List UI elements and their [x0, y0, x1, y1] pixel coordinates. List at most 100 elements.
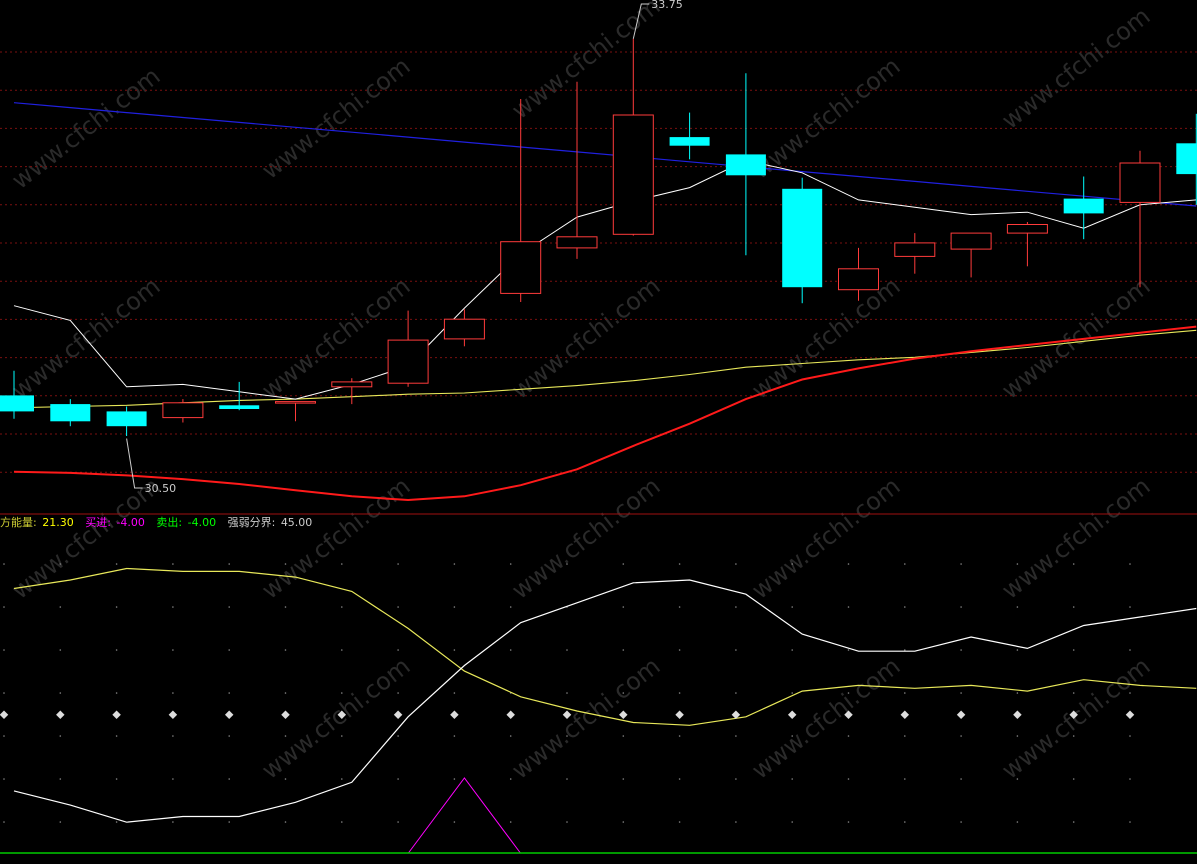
grid-dot — [397, 735, 399, 737]
watermark-text: www.cfchi.com — [746, 472, 905, 605]
watermark-text: www.cfchi.com — [256, 52, 415, 185]
grid-dot — [566, 692, 568, 694]
boundary-marker — [787, 710, 797, 719]
grid-dot — [115, 606, 118, 608]
grid-dot — [622, 692, 625, 694]
watermark-text: www.cfchi.com — [506, 652, 665, 785]
candle — [331, 378, 373, 405]
candle — [1119, 150, 1161, 288]
grid-dot — [791, 821, 793, 823]
grid-dot — [678, 778, 681, 780]
grid-dot — [341, 821, 343, 823]
grid-dot — [59, 649, 62, 651]
boundary-marker — [224, 710, 234, 719]
sell-line — [13, 579, 1197, 823]
grid-dot — [115, 692, 118, 694]
candlestick-series — [0, 38, 1197, 436]
grid-dot — [509, 821, 512, 823]
boundary-marker — [956, 710, 966, 719]
grid-dot — [735, 778, 737, 780]
grid-dot — [284, 606, 287, 608]
grid-dot — [791, 692, 793, 694]
watermark-text: www.cfchi.com — [746, 52, 905, 185]
grid-dot — [397, 778, 399, 780]
grid-dot — [1129, 735, 1131, 737]
grid-dot — [115, 649, 118, 651]
grid-dot — [904, 821, 906, 823]
boundary-marker — [337, 710, 347, 719]
grid-dot — [59, 563, 62, 565]
grid-dot — [622, 649, 625, 651]
grid-dot — [3, 735, 5, 737]
grid-dot — [735, 563, 737, 565]
watermark-text: www.cfchi.com — [996, 472, 1155, 605]
buy-line — [13, 567, 1197, 726]
candle-body — [612, 114, 654, 235]
candle — [1006, 222, 1048, 267]
grid-dot — [1072, 606, 1075, 608]
boundary-marker — [168, 710, 178, 719]
grid-dot — [960, 735, 962, 737]
grid-dot — [3, 563, 5, 565]
grid-dot — [284, 692, 287, 694]
candle-body — [1119, 162, 1161, 203]
grid-dot — [341, 778, 343, 780]
watermark-text: www.cfchi.com — [506, 472, 665, 605]
grid-dot — [341, 606, 343, 608]
grid-dot — [341, 735, 343, 737]
grid-dot — [791, 778, 793, 780]
boundary-marker — [56, 710, 65, 719]
candle — [50, 399, 91, 427]
grid-dot — [397, 821, 399, 823]
grid-dot — [566, 563, 568, 565]
grid-dot — [115, 563, 118, 565]
grid-dot — [678, 606, 681, 608]
grid-dot — [341, 692, 343, 694]
grid-dot — [284, 563, 287, 565]
grid-dot — [228, 735, 230, 737]
grid-dot — [1016, 735, 1019, 737]
candle — [894, 233, 936, 274]
boundary-label: 强弱分界: — [228, 516, 276, 529]
grid-dot — [1072, 649, 1075, 651]
candle-body — [894, 242, 936, 257]
grid-dot — [847, 606, 850, 608]
grid-dot — [566, 735, 568, 737]
candle-body — [500, 241, 542, 294]
boundary-marker — [0, 710, 9, 719]
grid-dot — [847, 563, 850, 565]
grid-dot — [791, 606, 793, 608]
watermark-text: www.cfchi.com — [996, 272, 1155, 405]
candle — [556, 81, 598, 259]
annotation-leader — [632, 3, 650, 39]
annotation-label: 33.75 — [651, 0, 683, 11]
grid-dot — [397, 649, 399, 651]
indicator-label-bar: 方能量: 21.30 买进: -4.00 卖出: -4.00 强弱分界: 45.… — [0, 515, 312, 529]
grid-dot — [172, 821, 174, 823]
grid-dot — [1016, 778, 1019, 780]
watermark-text: www.cfchi.com — [256, 652, 415, 785]
grid-dot — [847, 649, 850, 651]
grid-dot — [341, 649, 343, 651]
boundary-marker — [112, 710, 121, 719]
grid-dot — [3, 692, 5, 694]
ma-yellow-line — [13, 329, 1197, 409]
candle-body — [669, 137, 710, 146]
grid-dot — [678, 692, 681, 694]
grid-dot — [904, 692, 906, 694]
grid-dot — [904, 778, 906, 780]
boundary-marker — [844, 710, 853, 719]
grid-dot — [453, 778, 456, 780]
candle — [669, 112, 710, 160]
grid-dot — [1016, 821, 1019, 823]
grid-dot — [59, 735, 62, 737]
candle — [443, 309, 485, 347]
buy-signal-triangle — [407, 777, 521, 854]
grid-dot — [115, 735, 118, 737]
grid-dot — [453, 692, 456, 694]
grid-dot — [622, 778, 625, 780]
candle — [162, 399, 204, 423]
grid-dot — [3, 778, 5, 780]
candle — [500, 99, 542, 302]
